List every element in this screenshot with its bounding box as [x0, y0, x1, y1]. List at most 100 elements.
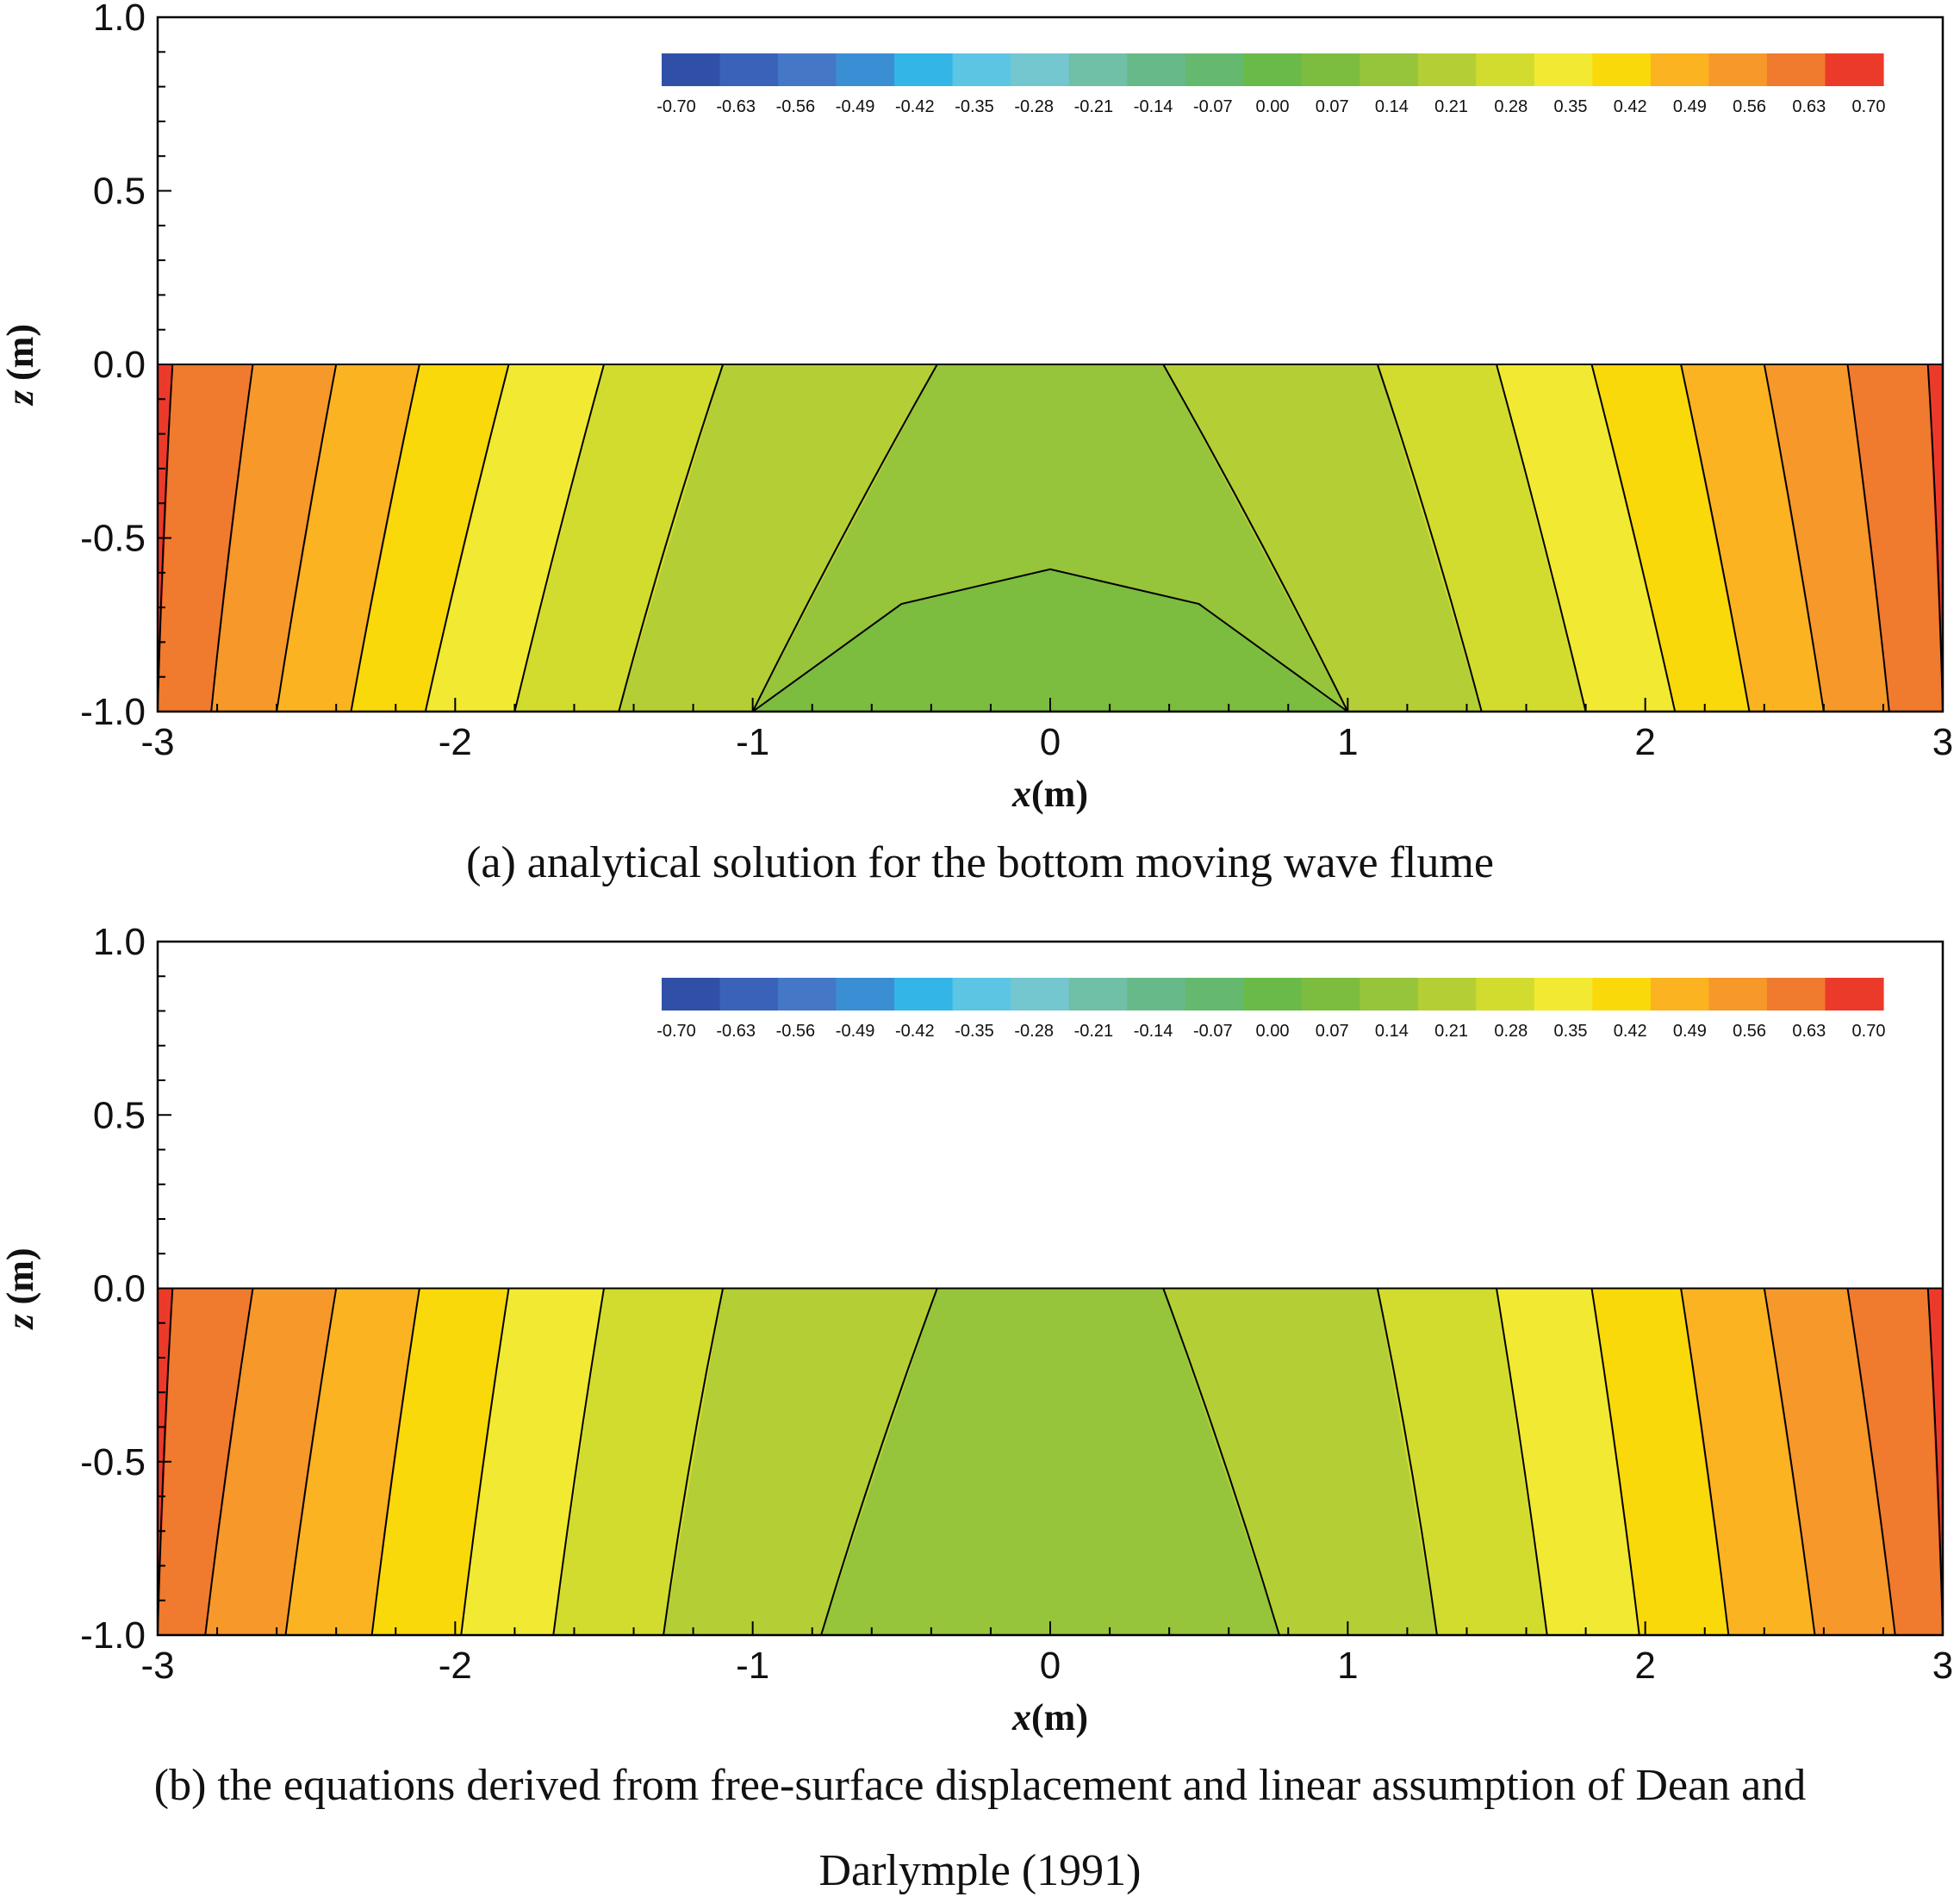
y-axis-label: z (m) [0, 324, 41, 407]
y-tick-label: -1.0 [80, 691, 146, 733]
contour-line-right-0.70 [1926, 364, 1944, 712]
contour-line-right-0.70 [1926, 1288, 1944, 1636]
contour-line-left-0.63 [210, 364, 254, 712]
colorbar-swatch [1185, 53, 1244, 86]
caption-panel-b-line2: Darlymple (1991) [818, 1846, 1142, 1895]
colorbar-swatch [1825, 53, 1884, 86]
x-tick-label: -1 [736, 721, 769, 763]
contour-line-left-0.56 [284, 1288, 338, 1636]
contour-line-right-0.49 [1680, 364, 1751, 712]
colorbar-tick-label: -0.07 [1193, 97, 1233, 116]
colorbar-tick-label: -0.07 [1193, 1022, 1233, 1041]
x-tick-label: 1 [1337, 1645, 1358, 1687]
colorbar-swatch [1011, 53, 1070, 86]
colorbar-tick-label: 0.42 [1614, 97, 1647, 116]
y-tick-label: -0.5 [80, 518, 146, 560]
colorbar-swatch [1708, 978, 1768, 1011]
colorbar-tick-label: 0.49 [1673, 1022, 1707, 1041]
contour-line-left-0.28 [663, 1288, 725, 1636]
x-axis-label: x(m) [1011, 1696, 1088, 1738]
x-axis-var: x [1011, 1696, 1031, 1738]
colorbar-tick-label: 0.35 [1554, 97, 1588, 116]
colorbar-tick-label: 0.56 [1733, 97, 1766, 116]
colorbar-swatch [1534, 53, 1593, 86]
x-tick-label: 3 [1932, 721, 1953, 763]
contour-line-right-0.35 [1496, 1288, 1548, 1636]
band-fill-0.14 [821, 1288, 1279, 1635]
y-axis-var: z [0, 390, 41, 407]
colorbar-tick-label: -0.63 [716, 1022, 756, 1041]
y-axis-var: z [0, 1314, 41, 1330]
colorbar-tick-label: 0.63 [1792, 1022, 1826, 1041]
colorbar-tick-label: 0.70 [1852, 97, 1886, 116]
contour-line-right-0.42 [1590, 364, 1677, 712]
caption-panel-b-line1: (b) the equations derived from free-surf… [153, 1761, 1807, 1810]
colorbar-tick-label: 0.63 [1792, 97, 1826, 116]
x-axis-var: x [1011, 773, 1031, 815]
colorbar-swatch [778, 53, 837, 86]
colorbar-swatch [1476, 978, 1535, 1011]
colorbar-tick-label: -0.56 [776, 97, 816, 116]
colorbar-tick-label: -0.21 [1074, 97, 1114, 116]
y-tick-label: 0.5 [93, 1094, 146, 1136]
contour-line-left-0.21 [751, 364, 938, 712]
colorbar-swatch [894, 978, 954, 1011]
colorbar-swatch [1360, 53, 1419, 86]
colorbar-tick-label: 0.21 [1434, 97, 1468, 116]
contour-line-right-0.28 [1376, 1288, 1438, 1636]
colorbar-swatch [1243, 978, 1303, 1011]
x-tick-label: -3 [140, 1645, 174, 1687]
colorbar-swatch [662, 53, 721, 86]
colorbar-tick-label: -0.42 [895, 1022, 935, 1041]
y-tick-label: -0.5 [80, 1441, 146, 1483]
x-tick-label: 1 [1337, 721, 1358, 763]
colorbar-tick-label: 0.35 [1554, 1022, 1588, 1041]
colorbar-swatch [952, 978, 1011, 1011]
colorbar-swatch [1068, 53, 1128, 86]
colorbar-tick-label: -0.70 [656, 1022, 696, 1041]
x-tick-label: -3 [140, 721, 174, 763]
colorbar-tick-label: 0.14 [1375, 1022, 1409, 1041]
colorbar-tick-label: -0.56 [776, 1022, 816, 1041]
colorbar-tick-label: 0.70 [1852, 1022, 1886, 1041]
x-axis-label: x(m) [1011, 773, 1088, 815]
contour-line-left-0.42 [460, 1288, 510, 1636]
contour-line-left-0.49 [350, 364, 420, 712]
colorbar-tick-label: -0.28 [1014, 97, 1054, 116]
x-tick-label: 2 [1634, 1645, 1655, 1687]
colorbar-swatch [1592, 978, 1652, 1011]
y-tick-label: -1.0 [80, 1614, 146, 1657]
contour-line-right-0.63 [1846, 364, 1890, 712]
y-axis-unit: (m) [0, 324, 41, 390]
contour-line-right-0.63 [1846, 1288, 1896, 1636]
colorbar-swatch [1708, 53, 1768, 86]
colorbar-tick-label: 0.07 [1316, 1022, 1349, 1041]
contour-line-left-0.28 [618, 364, 725, 712]
x-tick-label: 3 [1932, 1645, 1953, 1687]
y-tick-label: 0.5 [93, 171, 146, 213]
colorbar-tick-label: 0.21 [1434, 1022, 1468, 1041]
colorbar-swatch [894, 53, 954, 86]
y-tick-label: 1.0 [93, 0, 146, 39]
panel-a: 1.00.50.0-0.5-1.0-3 -2 -1 0 1 2 3x(m)z (m)-0.7… [0, 0, 1953, 815]
colorbar-tick-label: -0.63 [716, 97, 756, 116]
x-tick-label: 2 [1634, 721, 1655, 763]
y-tick-label: 0.0 [93, 344, 146, 386]
colorbar-swatch [1417, 53, 1477, 86]
colorbar-tick-label: -0.42 [895, 97, 935, 116]
colorbar-swatch [1766, 978, 1826, 1011]
contour-line-left-0.56 [276, 364, 338, 712]
colorbar-tick-label: 0.14 [1375, 97, 1409, 116]
contour-line-left-0.42 [424, 364, 510, 712]
colorbar-swatch [1068, 978, 1128, 1011]
colorbar-swatch [1766, 53, 1826, 86]
colorbar-tick-label: -0.28 [1014, 1022, 1054, 1041]
panel-b: 1.00.50.0-0.5-1.0-3 -2 -1 0 1 2 3x(m)z (m)-0.7… [0, 921, 1953, 1738]
colorbar-swatch [1301, 978, 1360, 1011]
colorbar-swatch [1185, 978, 1244, 1011]
contour-line-left-0.21 [820, 1288, 938, 1636]
colorbar-tick-label: 0.42 [1614, 1022, 1647, 1041]
colorbar-tick-label: -0.70 [656, 97, 696, 116]
x-tick-label: 0 [1040, 721, 1061, 763]
colorbar-swatch [662, 978, 721, 1011]
